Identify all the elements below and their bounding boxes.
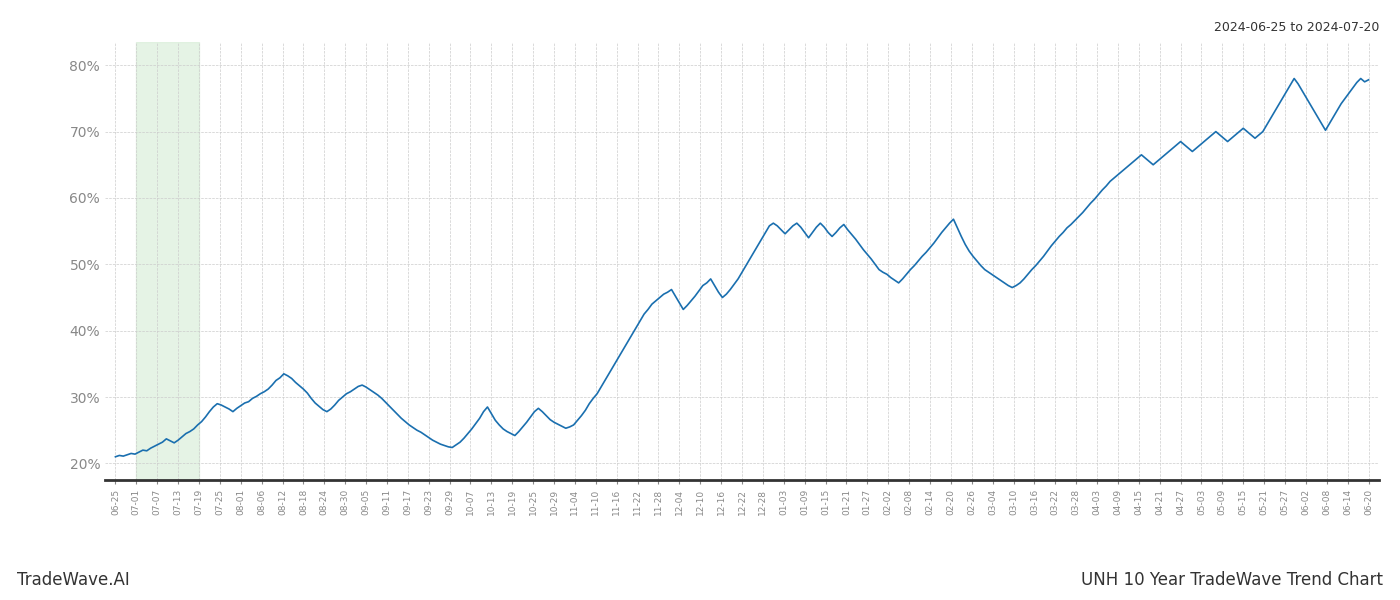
Text: 2024-06-25 to 2024-07-20: 2024-06-25 to 2024-07-20 bbox=[1214, 21, 1379, 34]
Bar bbox=[136, 42, 199, 480]
Text: UNH 10 Year TradeWave Trend Chart: UNH 10 Year TradeWave Trend Chart bbox=[1081, 571, 1383, 589]
Text: TradeWave.AI: TradeWave.AI bbox=[17, 571, 130, 589]
